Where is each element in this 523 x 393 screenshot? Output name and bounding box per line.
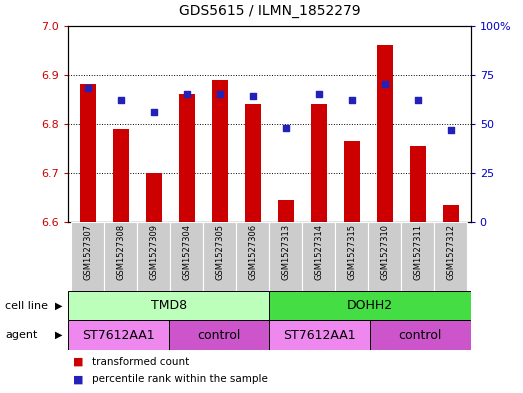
Point bbox=[183, 91, 191, 97]
Bar bbox=[335, 222, 368, 291]
Bar bbox=[368, 222, 401, 291]
Bar bbox=[203, 222, 236, 291]
Bar bbox=[68, 320, 168, 350]
Text: cell line: cell line bbox=[5, 301, 48, 310]
Bar bbox=[71, 222, 104, 291]
Bar bbox=[278, 200, 294, 222]
Bar bbox=[138, 222, 170, 291]
Bar bbox=[178, 94, 195, 222]
Bar bbox=[104, 222, 138, 291]
Text: GSM1527312: GSM1527312 bbox=[447, 224, 456, 280]
Text: TMD8: TMD8 bbox=[151, 299, 187, 312]
Bar bbox=[302, 222, 335, 291]
Text: GSM1527306: GSM1527306 bbox=[248, 224, 257, 280]
Text: GSM1527315: GSM1527315 bbox=[347, 224, 356, 280]
Bar bbox=[311, 104, 327, 222]
Text: GSM1527313: GSM1527313 bbox=[281, 224, 290, 280]
Text: agent: agent bbox=[5, 330, 38, 340]
Text: GSM1527304: GSM1527304 bbox=[183, 224, 191, 280]
Bar bbox=[401, 222, 435, 291]
Text: control: control bbox=[399, 329, 442, 342]
Text: ST7612AA1: ST7612AA1 bbox=[283, 329, 356, 342]
Point bbox=[150, 109, 158, 115]
Point bbox=[414, 97, 422, 103]
Point bbox=[84, 85, 92, 92]
Text: GSM1527311: GSM1527311 bbox=[413, 224, 423, 280]
Bar bbox=[269, 320, 370, 350]
Text: percentile rank within the sample: percentile rank within the sample bbox=[92, 374, 267, 384]
Point bbox=[282, 125, 290, 131]
Point bbox=[348, 97, 356, 103]
Text: ■: ■ bbox=[73, 374, 84, 384]
Text: DOHH2: DOHH2 bbox=[347, 299, 393, 312]
Bar bbox=[245, 104, 261, 222]
Bar bbox=[145, 173, 162, 222]
Bar bbox=[377, 45, 393, 222]
Text: GSM1527308: GSM1527308 bbox=[116, 224, 126, 280]
Bar bbox=[442, 205, 459, 222]
Bar bbox=[435, 222, 468, 291]
Bar bbox=[170, 222, 203, 291]
Bar bbox=[236, 222, 269, 291]
Text: ▶: ▶ bbox=[55, 330, 62, 340]
Bar bbox=[212, 80, 228, 222]
Point bbox=[315, 91, 323, 97]
Text: GSM1527309: GSM1527309 bbox=[149, 224, 158, 280]
Text: GSM1527307: GSM1527307 bbox=[83, 224, 92, 280]
Bar bbox=[79, 84, 96, 222]
Point bbox=[447, 127, 455, 133]
Text: control: control bbox=[197, 329, 241, 342]
Bar bbox=[168, 320, 269, 350]
Bar bbox=[344, 141, 360, 222]
Text: ST7612AA1: ST7612AA1 bbox=[82, 329, 155, 342]
Text: transformed count: transformed count bbox=[92, 356, 189, 367]
Bar bbox=[112, 129, 129, 222]
Text: GSM1527310: GSM1527310 bbox=[380, 224, 390, 280]
Bar bbox=[269, 222, 302, 291]
Bar bbox=[410, 146, 426, 222]
Point bbox=[215, 91, 224, 97]
Bar bbox=[269, 291, 471, 320]
Text: GSM1527314: GSM1527314 bbox=[314, 224, 323, 280]
Point bbox=[381, 81, 389, 88]
Text: GDS5615 / ILMN_1852279: GDS5615 / ILMN_1852279 bbox=[178, 4, 360, 18]
Point bbox=[117, 97, 125, 103]
Text: GSM1527305: GSM1527305 bbox=[215, 224, 224, 280]
Point bbox=[248, 93, 257, 99]
Bar bbox=[68, 291, 269, 320]
Text: ■: ■ bbox=[73, 356, 84, 367]
Bar bbox=[370, 320, 471, 350]
Text: ▶: ▶ bbox=[55, 301, 62, 310]
